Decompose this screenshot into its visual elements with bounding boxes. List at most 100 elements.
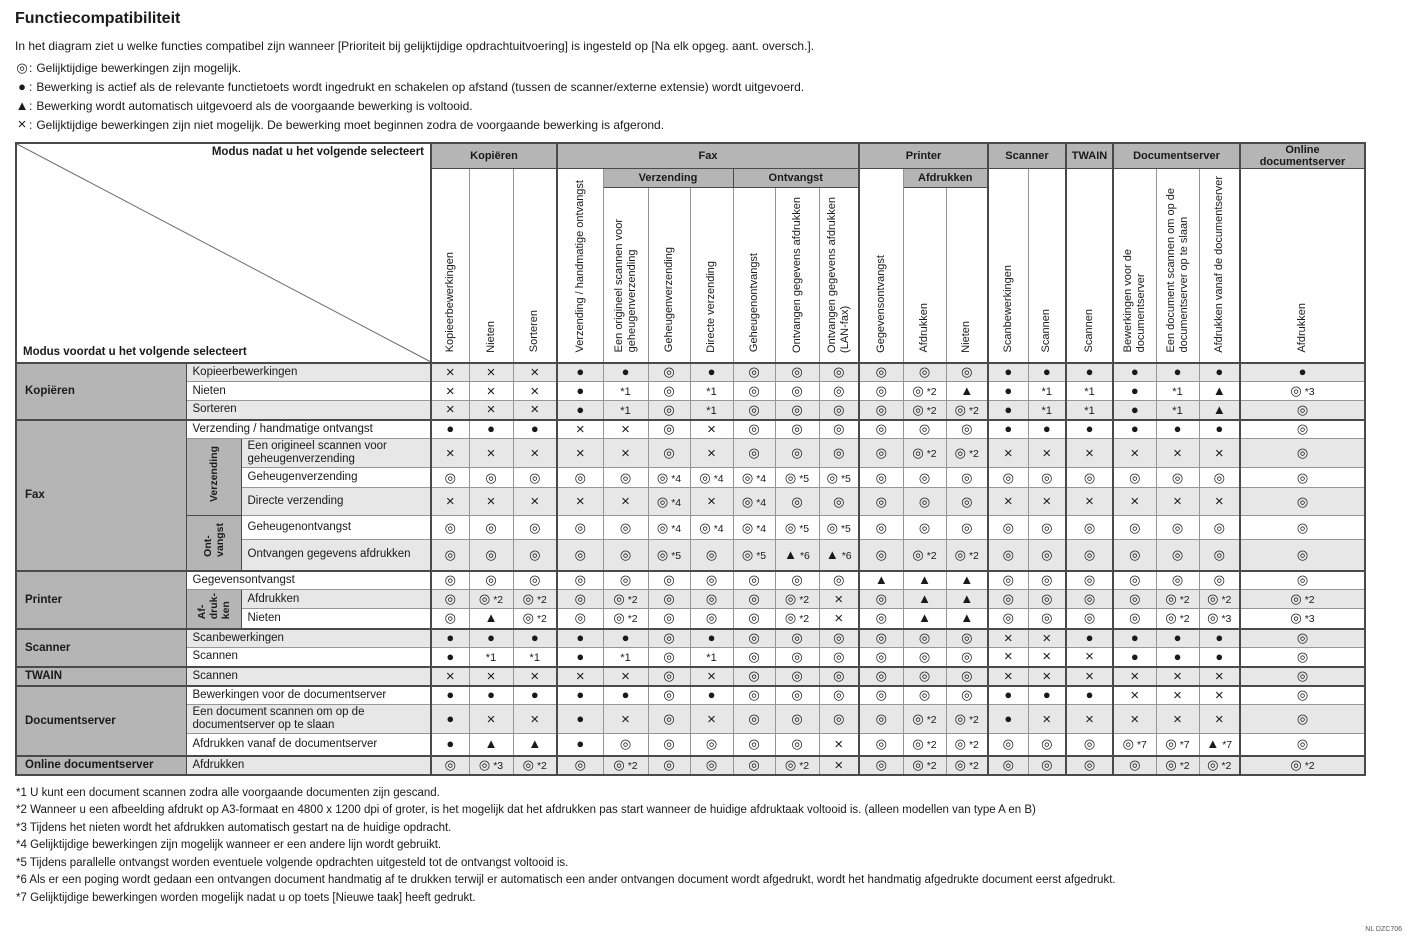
matrix-cell: ◎ *2 [902,438,947,468]
matrix-cell: ◎ [1239,418,1366,439]
matrix-cell: ◎ *2 [902,381,947,401]
matrix-cell: ◎ [1065,539,1114,571]
row-label: Afdrukken [185,754,432,775]
matrix-cell: × [1155,487,1200,516]
matrix-cell: ◎ [902,647,947,667]
matrix-cell: ◎ [1065,569,1114,590]
matrix-cell: ◎ [818,418,860,439]
matrix-cell: ◎ *3 [468,754,514,775]
column-header: Afdrukken [1239,168,1366,363]
row-group-header: TWAIN [15,665,187,686]
matrix-cell: × [1065,487,1114,516]
matrix-cell: ◎ *2 [512,589,558,609]
matrix-cell: × [1112,438,1157,468]
matrix-cell: ◎ [818,438,860,468]
matrix-cell: ◎ [858,627,904,648]
matrix-cell: ● [556,733,604,756]
matrix-cell: ◎ [858,665,904,686]
matrix-cell: ◎ [1239,704,1366,734]
column-group-header: Fax [556,142,860,169]
matrix-cell: *1 [1155,381,1200,401]
table-row: Scannen ● *1 *1 ● *1 ◎ *1 ◎ ◎ ◎ ◎ ◎ ◎ × × × ● ● ● ◎ [16,647,1366,667]
legend-item: ×: Gelijktijdige bewerkingen zijn niet mo… [15,117,1404,133]
matrix-cell: ▲ *7 [1198,733,1241,756]
matrix-cell: ◎ [732,608,776,629]
matrix-cell: ◎ [647,704,691,734]
matrix-cell: × [987,627,1029,648]
matrix-cell: ▲ [945,608,989,629]
column-subgroup-header: Verzending [602,168,734,188]
matrix-cell: ◎ [689,608,734,629]
legend-text: Bewerking is actief als de relevante fun… [36,80,805,94]
matrix-cell: × [556,665,604,686]
matrix-cell: ◎ [1239,400,1366,420]
matrix-cell: ◎ [774,684,820,705]
matrix-cell: ● [468,684,514,705]
matrix-cell: × [689,665,734,686]
matrix-cell: ◎ [512,569,558,590]
row-subgroup-header: Verzending [185,438,242,516]
matrix-cell: *1 [1027,400,1067,420]
matrix-cell: ◎ [1027,589,1067,609]
matrix-cell: ◎ [1112,569,1157,590]
column-header: Een document scannen om op de documentser… [1155,168,1200,363]
matrix-cell: ◎ *2 [945,704,989,734]
matrix-cell: ◎ [1155,539,1200,571]
matrix-cell: ◎ [987,608,1029,629]
row-label: Nieten [240,608,432,629]
matrix-cell: ◎ [818,627,860,648]
matrix-cell: × [1198,665,1241,686]
matrix-cell: × [1027,647,1067,667]
matrix-cell: ▲ [468,733,514,756]
matrix-cell: ◎ [1239,627,1366,648]
matrix-cell: ◎ *2 [945,733,989,756]
matrix-cell: *1 [602,400,649,420]
column-header: Gegevensontvangst [858,168,904,363]
matrix-cell: × [1155,704,1200,734]
matrix-cell: *1 [1155,400,1200,420]
matrix-cell: ◎ [987,515,1029,540]
matrix-cell: ◎ *4 [647,515,691,540]
matrix-cell: × [430,361,470,382]
matrix-cell: ◎ *4 [647,487,691,516]
footnote: *4 Gelijktijdige bewerkingen zijn mogeli… [16,839,442,851]
matrix-cell: × [512,400,558,420]
matrix-cell: ● [430,704,470,734]
matrix-cell: ● [987,381,1029,401]
column-group-header: Scanner [987,142,1067,169]
matrix-cell: ◎ [556,515,604,540]
matrix-cell: ◎ [430,515,470,540]
matrix-cell: ◎ [689,569,734,590]
matrix-cell: ◎ [818,665,860,686]
matrix-cell: ◎ [430,569,470,590]
matrix-cell: ◎ [858,418,904,439]
table-row: Fax Verzending / handmatige ontvangst ● ● ● ×… [15,418,1366,571]
matrix-cell: ◎ [774,704,820,734]
matrix-cell: ◎ *2 [602,754,649,775]
matrix-body: Kopiëren Kopieerbewerkingen × × × ● ● ◎ ● ◎ ◎ ◎ ◎ ◎ ◎ ●… [15,361,1366,775]
row-label: Scanbewerkingen [185,627,432,648]
matrix-cell: ◎ *5 [774,467,820,488]
matrix-cell: × [468,381,514,401]
matrix-cell: ◎ *2 [902,733,947,756]
matrix-cell: ◎ [818,381,860,401]
matrix-cell: ● [1155,418,1200,439]
matrix-cell: ◎ [945,467,989,488]
matrix-cell: × [602,665,649,686]
column-header: Scanbewerkingen [987,168,1029,363]
matrix-cell: ◎ *2 [902,400,947,420]
matrix-cell: ◎ [468,515,514,540]
matrix-cell: ● [689,684,734,705]
matrix-cell: ◎ [945,515,989,540]
matrix-cell: ◎ [647,647,691,667]
compatibility-matrix: Modus nadat u het volgende selecteert Mod… [15,142,1366,776]
matrix-cell: ◎ [774,418,820,439]
matrix-cell: *1 [689,381,734,401]
matrix-cell: ◎ *2 [945,400,989,420]
row-label: Gegevensontvangst [185,569,432,590]
matrix-cell: ◎ [1065,515,1114,540]
matrix-cell: × [468,665,514,686]
column-group-header: Online documentserver [1239,142,1366,169]
matrix-cell: × [1065,665,1114,686]
table-row: Scanner Scanbewerkingen ● ● ● ● ● ◎ ● ◎ ◎ ◎ ◎ ◎ ◎ × × ● ● ●… [15,627,1366,667]
